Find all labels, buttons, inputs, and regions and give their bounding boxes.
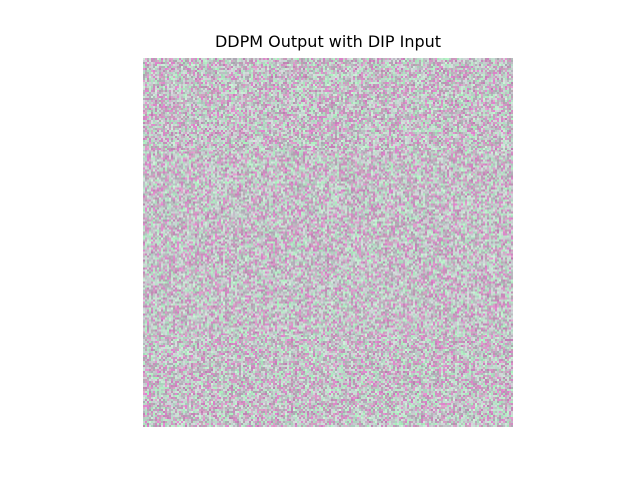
noise-image bbox=[143, 58, 513, 427]
noise-canvas bbox=[143, 58, 513, 427]
figure-title: DDPM Output with DIP Input bbox=[214, 32, 442, 51]
